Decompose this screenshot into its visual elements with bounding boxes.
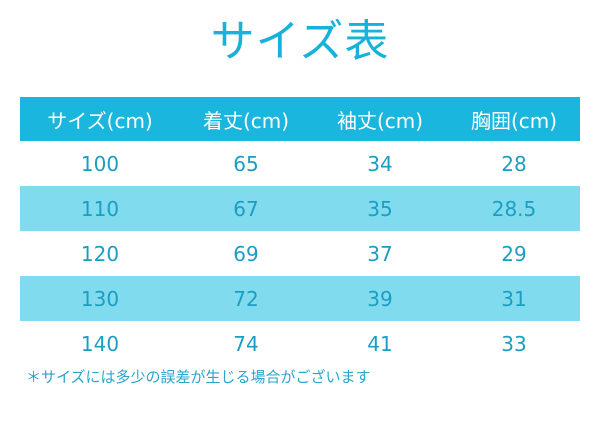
header-row: サイズ(cm) 着丈(cm) 袖丈(cm) 胸囲(cm) — [20, 97, 580, 141]
table-cell: 28 — [501, 151, 527, 176]
table-row: 110 67 35 28.5 — [20, 186, 580, 231]
table-cell: 39 — [312, 276, 448, 321]
table-cell: 37 — [367, 241, 393, 266]
column-header: 袖丈(cm) — [312, 97, 448, 141]
title: サイズ表 — [210, 16, 390, 67]
table-cell: 35 — [312, 186, 448, 231]
size-table: サイズ(cm) 着丈(cm) 袖丈(cm) 胸囲(cm) 100 65 34 28 110 67… — [20, 97, 580, 366]
table-cell: 72 — [180, 276, 312, 321]
table-cell: 34 — [367, 151, 393, 176]
table-row: 130 72 39 31 — [20, 276, 580, 321]
column-header: 着丈(cm) — [180, 97, 312, 141]
table-cell: 67 — [180, 186, 312, 231]
table-row: 100 65 34 28 — [20, 141, 580, 186]
table-cell: 110 — [20, 186, 180, 231]
note: ＊サイズには多少の誤差が生じる場合がございます — [26, 368, 371, 386]
table-cell: 28.5 — [448, 186, 580, 231]
table-cell: 41 — [367, 331, 393, 356]
table-cell: 29 — [501, 241, 527, 266]
table-cell: 100 — [80, 151, 120, 176]
table-cell: 74 — [233, 331, 259, 356]
column-header: サイズ(cm) — [20, 97, 180, 141]
table-row: 120 69 37 29 — [20, 231, 580, 276]
table-cell: 31 — [448, 276, 580, 321]
table-cell: 69 — [233, 241, 259, 266]
table-cell: 120 — [80, 241, 120, 266]
table-cell: 33 — [501, 331, 527, 356]
table-cell: 140 — [80, 331, 120, 356]
column-header: 胸囲(cm) — [448, 97, 580, 141]
table-row: 140 74 41 33 — [20, 321, 580, 366]
table-cell: 65 — [233, 151, 259, 176]
table-cell: 130 — [20, 276, 180, 321]
